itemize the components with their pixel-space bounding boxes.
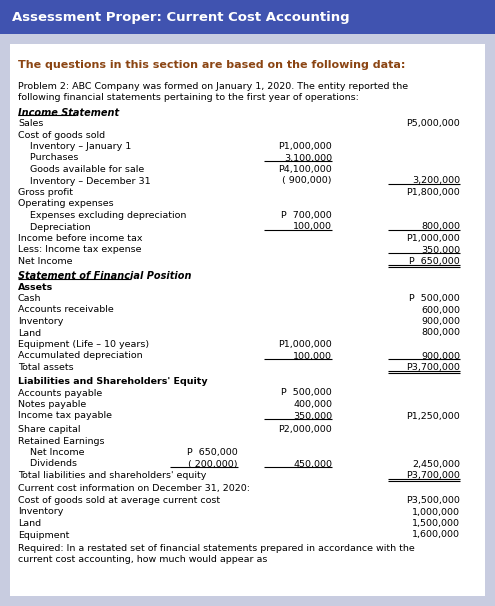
Text: Income tax payable: Income tax payable: [18, 411, 112, 421]
Text: Land: Land: [18, 519, 41, 528]
Text: P3,700,000: P3,700,000: [406, 363, 460, 372]
Text: Accounts receivable: Accounts receivable: [18, 305, 114, 315]
Text: 1,500,000: 1,500,000: [412, 519, 460, 528]
Text: Assets: Assets: [18, 282, 53, 291]
Text: 400,000: 400,000: [293, 400, 332, 409]
Text: Total assets: Total assets: [18, 363, 74, 372]
Text: Inventory: Inventory: [18, 507, 63, 516]
Text: Operating expenses: Operating expenses: [18, 199, 114, 208]
Text: P  500,000: P 500,000: [409, 294, 460, 303]
Text: Statement of Financial Position: Statement of Financial Position: [18, 271, 192, 281]
Text: Total liabilities and shareholders' equity: Total liabilities and shareholders' equi…: [18, 471, 206, 480]
Text: Notes payable: Notes payable: [18, 400, 86, 409]
Text: P1,800,000: P1,800,000: [406, 188, 460, 197]
Text: Sales: Sales: [18, 119, 44, 128]
Text: P5,000,000: P5,000,000: [406, 119, 460, 128]
Text: following financial statements pertaining to the first year of operations:: following financial statements pertainin…: [18, 93, 359, 102]
Text: 600,000: 600,000: [421, 305, 460, 315]
Text: Inventory – January 1: Inventory – January 1: [18, 142, 131, 151]
Text: 350,000: 350,000: [293, 411, 332, 421]
Text: Current cost information on December 31, 2020:: Current cost information on December 31,…: [18, 485, 250, 493]
Text: ( 900,000): ( 900,000): [283, 176, 332, 185]
Text: 3,200,000: 3,200,000: [412, 176, 460, 185]
Text: current cost accounting, how much would appear as: current cost accounting, how much would …: [18, 556, 267, 565]
Text: 1,000,000: 1,000,000: [412, 507, 460, 516]
Text: Inventory – December 31: Inventory – December 31: [18, 176, 150, 185]
Text: Dividends: Dividends: [18, 459, 77, 468]
Text: P1,000,000: P1,000,000: [406, 234, 460, 243]
Text: Cash: Cash: [18, 294, 42, 303]
Text: Cost of goods sold: Cost of goods sold: [18, 130, 105, 139]
Text: Expenses excluding depreciation: Expenses excluding depreciation: [18, 211, 187, 220]
Text: P  700,000: P 700,000: [281, 211, 332, 220]
Text: Required: In a restated set of financial statements prepared in accordance with : Required: In a restated set of financial…: [18, 544, 415, 553]
Text: Goods available for sale: Goods available for sale: [18, 165, 144, 174]
Text: Retained Earnings: Retained Earnings: [18, 436, 104, 445]
Text: Accounts payable: Accounts payable: [18, 388, 102, 398]
Text: P  650,000: P 650,000: [187, 448, 238, 457]
Text: 450,000: 450,000: [293, 459, 332, 468]
Text: 900,000: 900,000: [421, 351, 460, 361]
Text: Net Income: Net Income: [18, 257, 72, 266]
Text: Purchases: Purchases: [18, 153, 78, 162]
Text: P2,000,000: P2,000,000: [278, 425, 332, 434]
Text: Land: Land: [18, 328, 41, 338]
Text: Income before income tax: Income before income tax: [18, 234, 143, 243]
Text: Equipment (Life – 10 years): Equipment (Life – 10 years): [18, 340, 149, 349]
Text: Share capital: Share capital: [18, 425, 81, 434]
Text: 900,000: 900,000: [421, 317, 460, 326]
Text: 100,000: 100,000: [293, 351, 332, 361]
Text: Less: Income tax expense: Less: Income tax expense: [18, 245, 142, 255]
Text: 2,450,000: 2,450,000: [412, 459, 460, 468]
Text: The questions in this section are based on the following data:: The questions in this section are based …: [18, 60, 405, 70]
Text: 350,000: 350,000: [421, 245, 460, 255]
Text: Liabilities and Shareholders' Equity: Liabilities and Shareholders' Equity: [18, 377, 207, 386]
Text: Inventory: Inventory: [18, 317, 63, 326]
Text: 100,000: 100,000: [293, 222, 332, 231]
Text: Gross profit: Gross profit: [18, 188, 73, 197]
Text: P1,000,000: P1,000,000: [278, 142, 332, 151]
Text: Assessment Proper: Current Cost Accounting: Assessment Proper: Current Cost Accounti…: [12, 10, 349, 24]
Text: Accumulated depreciation: Accumulated depreciation: [18, 351, 143, 361]
Text: 800,000: 800,000: [421, 328, 460, 338]
Text: P4,100,000: P4,100,000: [278, 165, 332, 174]
Text: P3,500,000: P3,500,000: [406, 496, 460, 505]
Text: P1,000,000: P1,000,000: [278, 340, 332, 349]
Text: Net Income: Net Income: [18, 448, 85, 457]
Text: ( 200,000): ( 200,000): [189, 459, 238, 468]
Text: P3,700,000: P3,700,000: [406, 471, 460, 480]
Bar: [0, 0, 495, 34]
Text: 3,100,000: 3,100,000: [284, 153, 332, 162]
Text: Cost of goods sold at average current cost: Cost of goods sold at average current co…: [18, 496, 220, 505]
Text: Depreciation: Depreciation: [18, 222, 91, 231]
Text: Income Statement: Income Statement: [18, 107, 119, 118]
Text: Problem 2: ABC Company was formed on January 1, 2020. The entity reported the: Problem 2: ABC Company was formed on Jan…: [18, 82, 408, 91]
Text: P1,250,000: P1,250,000: [406, 411, 460, 421]
Text: Equipment: Equipment: [18, 530, 69, 539]
Text: P  650,000: P 650,000: [409, 257, 460, 266]
Text: P  500,000: P 500,000: [281, 388, 332, 398]
Text: 1,600,000: 1,600,000: [412, 530, 460, 539]
Text: 800,000: 800,000: [421, 222, 460, 231]
